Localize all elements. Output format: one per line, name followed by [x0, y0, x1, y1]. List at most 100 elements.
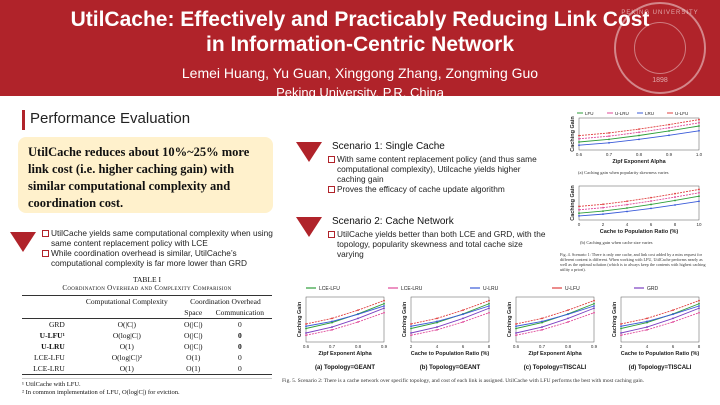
data-point	[638, 134, 640, 137]
scenario1-title: Scenario 1: Single Cache	[332, 141, 445, 152]
x-tick-label: 2	[410, 344, 413, 349]
data-point	[698, 191, 700, 194]
x-tick-label: 0	[578, 222, 581, 227]
table-cell: O(1)	[119, 364, 134, 373]
data-point	[602, 206, 604, 209]
poster-title: UtilCache: Effectively and Practicably R…	[0, 0, 720, 57]
x-tick-label: 4	[626, 222, 629, 227]
data-point	[668, 130, 670, 132]
data-point	[462, 309, 464, 312]
table-cell: O(1)	[119, 342, 134, 351]
col-overhead: Coordination Overhead	[190, 297, 261, 306]
data-point	[593, 307, 595, 310]
col-comm: Communication	[215, 308, 265, 317]
series-line	[578, 192, 700, 211]
seal-inner-ring	[634, 22, 686, 74]
col-space: Space	[184, 308, 203, 317]
data-point	[357, 309, 359, 312]
data-point	[602, 210, 604, 213]
data-point	[436, 317, 438, 320]
data-point	[515, 325, 517, 328]
data-point	[488, 305, 490, 307]
data-point	[410, 334, 412, 337]
series-line	[620, 303, 700, 329]
legend-label: LRU	[645, 111, 654, 116]
data-point	[646, 317, 648, 320]
series-line	[578, 200, 700, 217]
y-axis-label: Caching Gain	[612, 301, 618, 337]
table-cell: U-LFU¹	[39, 331, 65, 340]
plot-frame	[410, 296, 490, 343]
data-point	[698, 311, 700, 314]
affiliation: Peking University, P.R. China	[276, 85, 444, 100]
authors: Lemei Huang, Yu Guan, Xinggong Zhang, Zo…	[181, 65, 539, 81]
data-point	[515, 327, 517, 330]
data-point	[578, 134, 580, 137]
y-axis-label: Caching Gain	[507, 301, 513, 337]
series-line	[515, 312, 595, 336]
data-point	[567, 313, 569, 316]
legend-label: U-LRU	[615, 111, 629, 116]
x-tick-label: 0.6	[513, 344, 520, 349]
data-point	[541, 317, 543, 320]
triangle-marker-icon	[296, 217, 322, 237]
fig5-charts: LCE-LFU LCE-LRU U-LRU U-LFU GRD 0.6 0.7 0.8 0.9 Z…	[282, 285, 712, 373]
x-tick-label: 0.6	[303, 344, 310, 349]
x-tick-label: 2	[602, 222, 605, 227]
data-point	[674, 196, 676, 198]
table-cell: O(|C|)	[184, 342, 203, 351]
data-point	[608, 138, 610, 141]
data-point	[672, 321, 674, 323]
series-line	[515, 305, 595, 327]
section-title: Performance Evaluation	[30, 110, 191, 127]
data-point	[672, 309, 674, 312]
x-tick-label: 8	[698, 344, 701, 349]
data-point	[305, 327, 307, 330]
x-tick-label: 8	[488, 344, 491, 349]
fig5-caption: Fig. 5. Scenario 2: There is a cache net…	[282, 378, 644, 384]
scenario1-bullets: With same content replacement policy (an…	[328, 154, 543, 194]
table-row: GRD O(|C|) O(|C|) 0	[22, 319, 272, 331]
series-line	[305, 305, 385, 327]
x-tick-label: 2	[620, 344, 623, 349]
plot-frame	[305, 296, 385, 343]
data-point	[331, 326, 333, 328]
fig4b-caption: (b) Caching gain when cache size varies	[580, 240, 653, 245]
fig4b-svg: 0 2 4 6 8 10 Cache to Population Ratio (%) Cach…	[570, 185, 702, 235]
data-point	[638, 131, 640, 134]
data-point	[620, 332, 622, 334]
data-point	[593, 311, 595, 314]
list-item: While coordination overhead is similar, …	[42, 248, 274, 268]
table-body: GRD O(|C|) O(|C|) 0 U-LFU¹ O(log|C|) O(|C|) 0 U-…	[22, 319, 272, 375]
series-line	[620, 300, 700, 325]
data-point	[515, 332, 517, 334]
data-point	[578, 144, 580, 147]
data-point	[620, 325, 622, 328]
data-point	[488, 299, 490, 302]
series-line	[305, 307, 385, 334]
series-line	[305, 312, 385, 336]
university-seal-logo: PEKING UNIVERSITY 1898	[614, 2, 706, 94]
fig4a-svg: LFU U-LRU LRU U-LFU 0.6 0.7 0.8 0.9 1.0 Zipf Expo…	[570, 111, 703, 165]
data-point	[305, 334, 307, 337]
data-point	[602, 213, 604, 216]
data-point	[357, 317, 359, 320]
data-point	[672, 313, 674, 316]
series-line	[620, 307, 700, 334]
table-cell: 0	[237, 353, 242, 362]
scenario2-title: Scenario 2: Cache Network	[332, 216, 454, 227]
series-line	[410, 300, 490, 325]
data-point	[646, 328, 648, 331]
data-point	[674, 204, 676, 206]
data-point	[626, 210, 628, 213]
data-point	[646, 320, 648, 323]
series-line	[515, 303, 595, 329]
data-point	[357, 321, 359, 323]
table-cell: GRD	[49, 320, 65, 329]
seal-text: PEKING UNIVERSITY	[621, 10, 699, 16]
plot-frame	[620, 296, 700, 343]
col-complexity: Computational Complexity	[85, 297, 168, 306]
data-point	[620, 334, 622, 337]
left-bullet-list: UtilCache yields same computational comp…	[42, 228, 274, 268]
series-line	[620, 312, 700, 336]
